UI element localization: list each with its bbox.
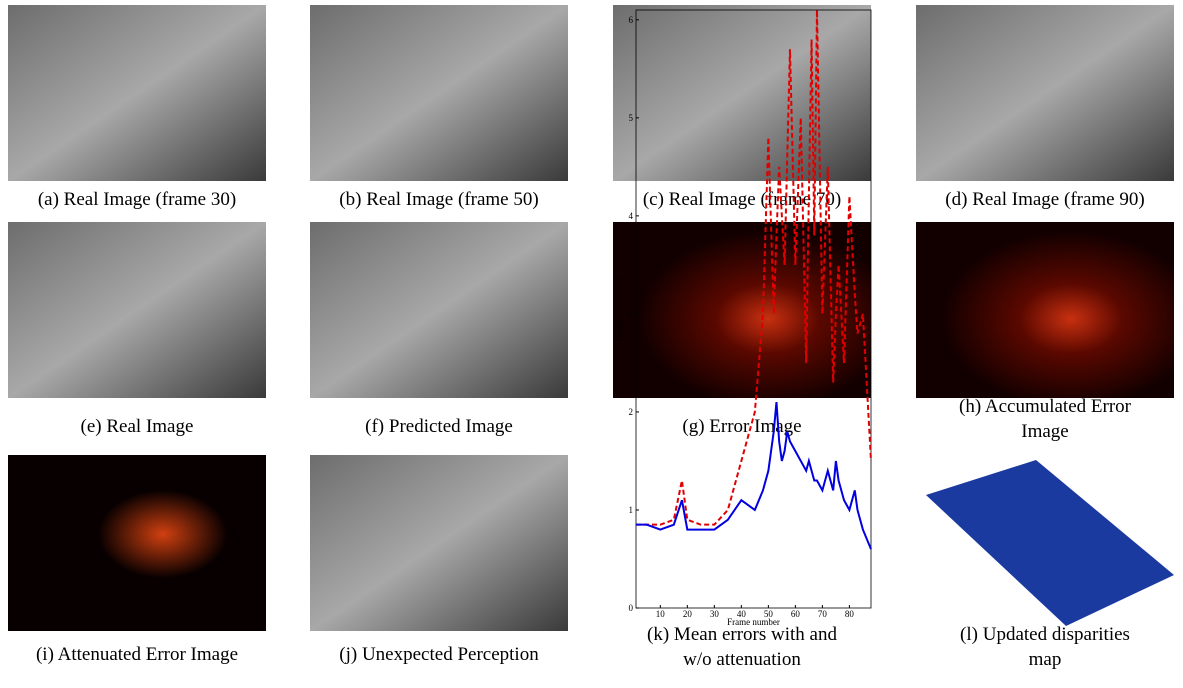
image [310, 222, 568, 398]
x-tick-label: 70 [818, 609, 828, 619]
image [916, 222, 1174, 398]
y-tick-label: 2 [629, 407, 634, 417]
figure: (a) Real Image (frame 30) (b) Real Image … [0, 0, 1183, 688]
image [613, 5, 871, 181]
y-axis-label: Image mean error [614, 277, 624, 341]
image [916, 5, 1174, 181]
caption: (g) Error Image [682, 416, 801, 437]
y-tick-label: 0 [629, 603, 634, 613]
caption: (l) Updated disparities [960, 624, 1130, 645]
image [613, 222, 871, 398]
caption: (j) Unexpected Perception [339, 644, 539, 665]
y-tick-label: 1 [629, 505, 634, 515]
caption: (d) Real Image (frame 90) [945, 189, 1144, 210]
caption: (f) Predicted Image [365, 416, 513, 437]
x-tick-label: 80 [845, 609, 855, 619]
x-tick-label: 60 [791, 609, 801, 619]
caption: (b) Real Image (frame 50) [339, 189, 538, 210]
caption: w/o attenuation [683, 649, 801, 670]
image [310, 5, 568, 181]
y-tick-label: 3 [629, 309, 634, 319]
image [8, 222, 266, 398]
caption: (c) Real Image (frame 70) [643, 189, 841, 210]
y-tick-label: 6 [629, 15, 634, 25]
caption: map [1029, 649, 1062, 670]
y-tick-label: 4 [629, 211, 634, 221]
image [8, 455, 266, 631]
x-tick-label: 10 [656, 609, 666, 619]
image [310, 455, 568, 631]
caption: (a) Real Image (frame 30) [38, 189, 236, 210]
x-tick-label: 20 [683, 609, 693, 619]
x-axis-label: Frame number [727, 617, 780, 627]
caption: (e) Real Image [81, 416, 194, 437]
disparity-map [926, 460, 1174, 626]
x-tick-label: 30 [710, 609, 720, 619]
caption: Image [1021, 421, 1068, 442]
caption: (k) Mean errors with and [647, 624, 837, 645]
caption: (i) Attenuated Error Image [36, 644, 238, 665]
caption: (h) Accumulated Error [959, 396, 1132, 417]
image [8, 5, 266, 181]
y-tick-label: 5 [629, 113, 634, 123]
